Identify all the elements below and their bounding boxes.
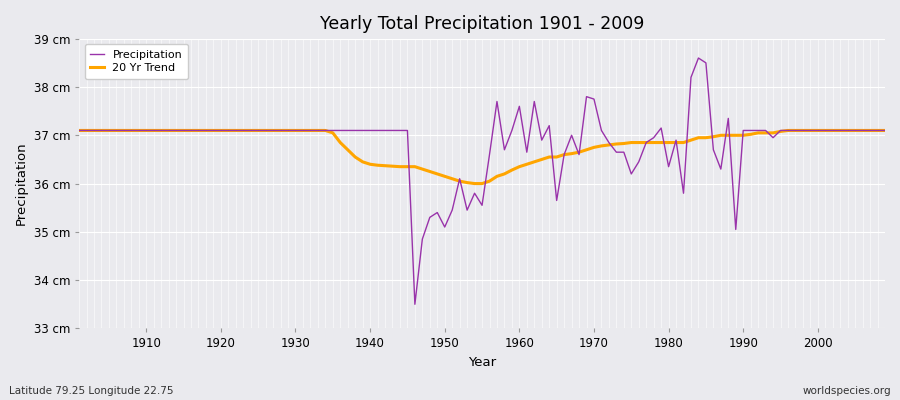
Precipitation — [514, 104, 525, 109]
Y-axis label: Precipitation: Precipitation — [15, 142, 28, 225]
X-axis label: Year: Year — [468, 356, 496, 369]
Text: worldspecies.org: worldspecies.org — [803, 386, 891, 396]
20 Yr Trend — [611, 142, 622, 146]
Precipitation — [521, 150, 532, 154]
Legend: Precipitation, 20 Yr Trend: Precipitation, 20 Yr Trend — [85, 44, 188, 79]
Precipitation — [298, 128, 309, 133]
20 Yr Trend — [879, 128, 890, 133]
Precipitation — [693, 56, 704, 60]
Title: Yearly Total Precipitation 1901 - 2009: Yearly Total Precipitation 1901 - 2009 — [320, 15, 644, 33]
Precipitation — [74, 128, 85, 133]
Precipitation — [611, 150, 622, 154]
20 Yr Trend — [469, 181, 480, 186]
20 Yr Trend — [74, 128, 85, 133]
Precipitation — [410, 302, 420, 307]
20 Yr Trend — [342, 147, 353, 152]
Precipitation — [879, 128, 890, 133]
Line: 20 Yr Trend: 20 Yr Trend — [79, 130, 885, 184]
20 Yr Trend — [514, 164, 525, 169]
20 Yr Trend — [298, 128, 309, 133]
20 Yr Trend — [133, 128, 144, 133]
Precipitation — [342, 128, 353, 133]
Text: Latitude 79.25 Longitude 22.75: Latitude 79.25 Longitude 22.75 — [9, 386, 174, 396]
20 Yr Trend — [521, 162, 532, 167]
Precipitation — [133, 128, 144, 133]
Line: Precipitation: Precipitation — [79, 58, 885, 304]
